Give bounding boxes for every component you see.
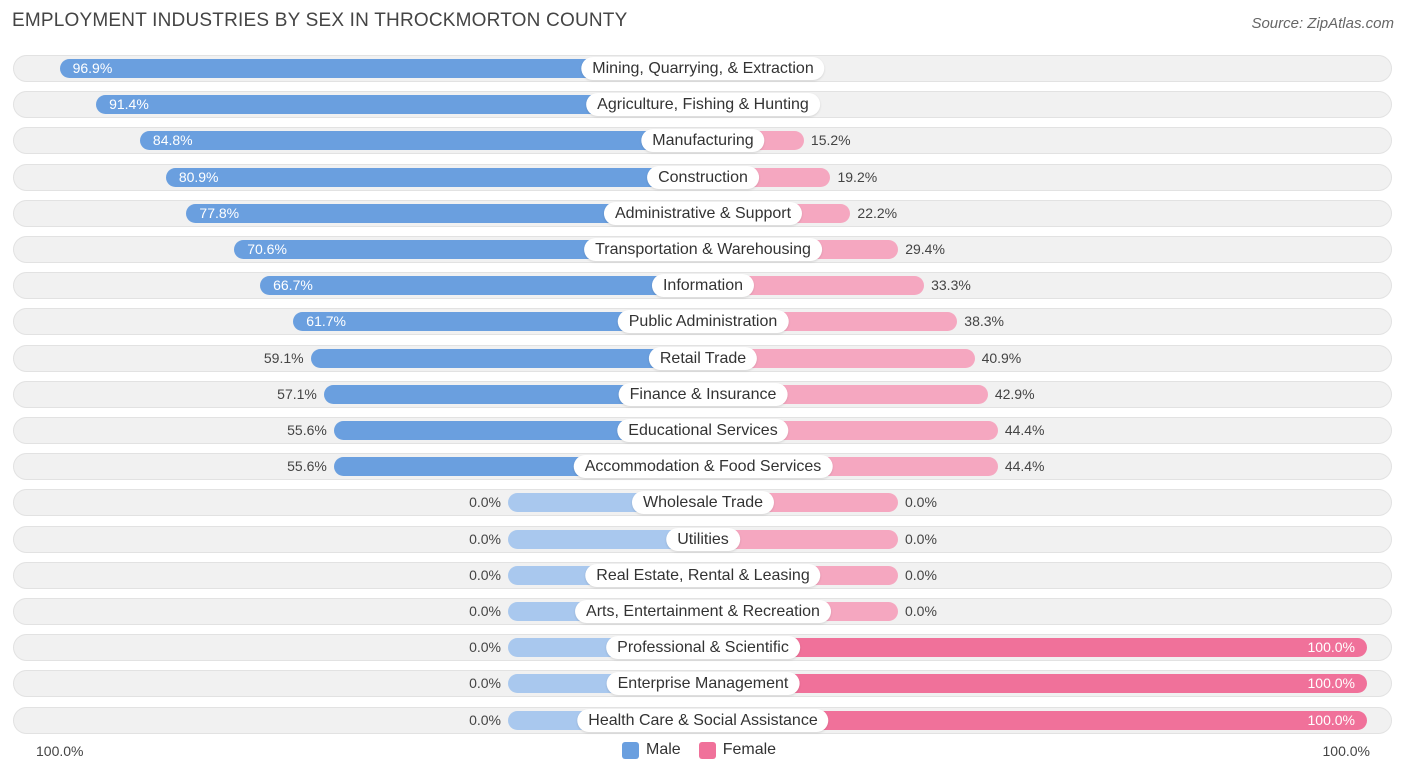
value-label-female: 0.0% [905, 494, 937, 510]
category-label: Professional & Scientific [606, 636, 800, 659]
category-label: Manufacturing [641, 129, 765, 152]
legend-swatch-female [698, 741, 716, 759]
category-label: Educational Services [617, 419, 789, 442]
value-label-male: 57.1% [277, 386, 317, 402]
axis-right-label: 100.0% [1322, 743, 1370, 759]
value-label-female: 19.2% [837, 169, 878, 185]
value-label-female: 100.0% [1307, 712, 1355, 728]
value-label-male: 0.0% [469, 603, 501, 619]
bar-male[interactable] [139, 131, 703, 150]
bar-male[interactable] [260, 276, 703, 295]
legend: Male Female [622, 741, 794, 759]
value-label-male: 59.1% [263, 350, 304, 366]
value-label-female: 38.3% [964, 313, 1004, 329]
bar-male[interactable] [293, 312, 703, 331]
legend-label-female: Female [722, 741, 777, 758]
category-label: Utilities [666, 528, 740, 551]
value-label-male: 96.9% [72, 60, 113, 76]
bar-male[interactable] [323, 385, 703, 404]
bar-female[interactable] [703, 711, 1367, 730]
category-label: Administrative & Support [603, 202, 803, 225]
value-label-female: 0.0% [905, 531, 937, 547]
value-label-female: 33.3% [931, 277, 971, 293]
category-label: Transportation & Warehousing [584, 238, 822, 261]
value-label-male: 0.0% [469, 712, 501, 728]
value-label-male: 0.0% [469, 531, 501, 547]
value-label-female: 22.2% [857, 205, 898, 221]
bar-female[interactable] [703, 638, 1367, 657]
value-label-female: 44.4% [1004, 458, 1045, 474]
legend-item-female[interactable]: Female [698, 741, 777, 759]
bar-male[interactable] [165, 168, 703, 187]
axis-left-label: 100.0% [36, 743, 84, 759]
bar-male[interactable] [333, 421, 703, 440]
category-label: Finance & Insurance [618, 383, 788, 406]
source-note: Source: ZipAtlas.com [1251, 15, 1394, 32]
value-label-male: 0.0% [469, 567, 501, 583]
value-label-male: 55.6% [287, 422, 327, 438]
bar-male[interactable] [96, 95, 703, 114]
value-label-male: 66.7% [273, 277, 313, 293]
category-label: Arts, Entertainment & Recreation [575, 600, 831, 623]
value-label-male: 61.7% [306, 313, 346, 329]
bar-female[interactable] [703, 276, 925, 295]
category-label: Health Care & Social Assistance [577, 709, 829, 732]
bar-male[interactable] [508, 530, 703, 549]
value-label-female: 100.0% [1307, 675, 1355, 691]
bar-male[interactable] [59, 59, 703, 78]
value-label-female: 42.9% [994, 386, 1035, 402]
category-label: Wholesale Trade [631, 491, 775, 514]
bar-female[interactable] [703, 530, 898, 549]
bar-female[interactable] [703, 674, 1367, 693]
value-label-male: 0.0% [469, 494, 501, 510]
value-label-female: 44.4% [1004, 422, 1045, 438]
category-label: Enterprise Management [606, 672, 800, 695]
legend-swatch-male [622, 741, 639, 759]
category-label: Mining, Quarrying, & Extraction [581, 57, 825, 80]
chart-title: EMPLOYMENT INDUSTRIES BY SEX IN THROCKMO… [12, 10, 628, 31]
category-label: Agriculture, Fishing & Hunting [586, 93, 820, 116]
value-label-female: 0.0% [905, 603, 937, 619]
category-label: Information [651, 274, 755, 297]
category-label: Retail Trade [648, 347, 758, 370]
bar-female[interactable] [703, 349, 975, 368]
value-label-male: 0.0% [469, 675, 501, 691]
value-label-male: 55.6% [287, 458, 327, 474]
value-label-male: 77.8% [199, 205, 240, 221]
value-label-male: 84.8% [152, 132, 193, 148]
value-label-female: 100.0% [1307, 639, 1355, 655]
value-label-female: 40.9% [981, 350, 1022, 366]
legend-label-male: Male [646, 741, 681, 758]
legend-item-male[interactable]: Male [622, 741, 681, 759]
category-label: Accommodation & Food Services [573, 455, 833, 478]
value-label-male: 91.4% [109, 96, 149, 112]
value-label-male: 0.0% [469, 639, 501, 655]
value-label-male: 70.6% [247, 241, 287, 257]
category-label: Public Administration [617, 310, 789, 333]
value-label-male: 80.9% [178, 169, 219, 185]
bar-male[interactable] [310, 349, 703, 368]
category-label: Real Estate, Rental & Leasing [585, 564, 821, 587]
value-label-female: 0.0% [905, 567, 937, 583]
value-label-female: 15.2% [810, 132, 851, 148]
value-label-female: 29.4% [905, 241, 945, 257]
bar-male[interactable] [186, 204, 703, 223]
category-label: Construction [647, 166, 759, 189]
